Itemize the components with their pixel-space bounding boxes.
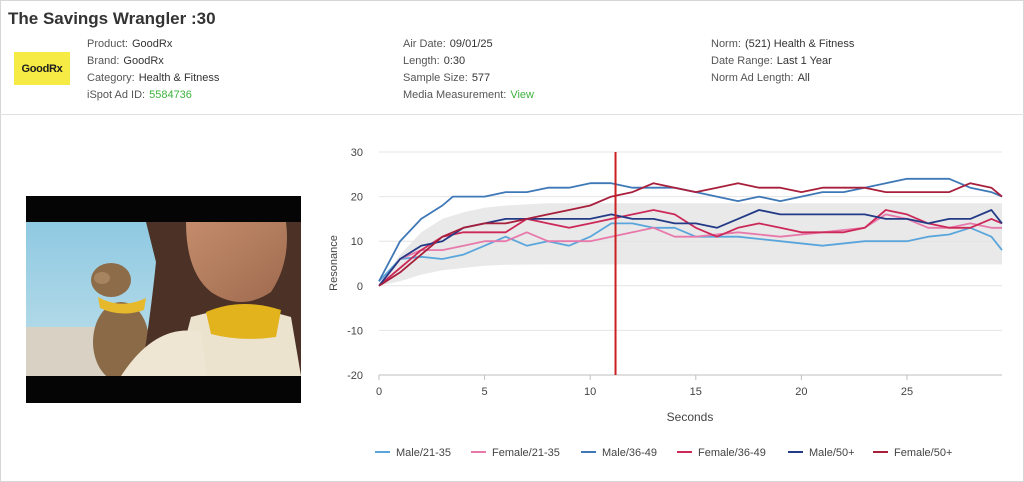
y-axis-ticks: -20 -10 0 10 20 30 xyxy=(347,147,363,382)
page-title: The Savings Wrangler :30 xyxy=(8,9,216,28)
x-axis-ticks: 0 5 10 15 20 25 xyxy=(376,375,913,398)
brand-logo-text: GoodRx xyxy=(21,62,63,75)
x-tick-label: 10 xyxy=(584,386,596,398)
video-frame-illustration xyxy=(26,222,301,376)
media-measurement-view-link[interactable]: View xyxy=(510,89,534,101)
length-row: Length: 0:30 xyxy=(403,55,466,67)
series-line-female-50- xyxy=(378,182,1003,287)
resonance-chart: -20 -10 0 10 20 30 0 5 10 15 20 25 Resonance Secon… xyxy=(328,147,1003,459)
legend-label: Male/36-49 xyxy=(602,447,657,459)
product-row: Product: GoodRx xyxy=(87,38,173,50)
header-divider xyxy=(0,114,1024,115)
legend-item[interactable]: Female/21-35 xyxy=(471,447,560,459)
ispot-ad-id-link[interactable]: 5584736 xyxy=(149,89,192,101)
legend-label: Male/21-35 xyxy=(396,447,451,459)
norm-details: Norm: (521) Health & Fitness Date Range: L… xyxy=(711,36,854,87)
video-frame xyxy=(26,222,301,376)
legend-label: Female/21-35 xyxy=(492,447,560,459)
brand-row: Brand: GoodRx xyxy=(87,55,164,67)
series-layer xyxy=(378,177,1003,287)
series-line-male-21-35 xyxy=(378,222,1003,282)
norm-band xyxy=(379,203,1002,286)
y-tick-label: -10 xyxy=(347,325,363,337)
date-range-value: Last 1 Year xyxy=(776,55,832,67)
x-tick-label: 0 xyxy=(376,386,382,398)
series-line-female-21-35 xyxy=(378,213,1002,287)
y-tick-label: -20 xyxy=(347,370,363,382)
air-date-row: Air Date: 09/01/25 xyxy=(403,38,493,50)
legend-item[interactable]: Male/50+ xyxy=(788,447,855,459)
norm-ad-length-row: Norm Ad Length: All xyxy=(711,72,810,84)
y-tick-label: 30 xyxy=(351,147,363,159)
ad-details: Product: GoodRx Brand: GoodRx Category: Hea… xyxy=(87,36,219,104)
date-range-row: Date Range: Last 1 Year xyxy=(711,55,832,67)
norm-ad-length-value: All xyxy=(797,72,810,84)
legend-label: Female/50+ xyxy=(894,447,952,459)
legend-item[interactable]: Female/50+ xyxy=(873,447,952,459)
norm-band-layer xyxy=(379,203,1002,286)
category-row: Category: Health & Fitness xyxy=(87,72,220,84)
series-line-male-36-49 xyxy=(378,177,1003,282)
y-tick-label: 0 xyxy=(357,281,363,293)
x-axis-label: Seconds xyxy=(667,410,714,424)
y-axis-label: Resonance xyxy=(328,235,340,291)
chart-legend: Male/21-35 Female/21-35 Male/36-49 Female/3… xyxy=(375,447,952,459)
air-date-value: 09/01/25 xyxy=(449,38,493,50)
x-tick-label: 15 xyxy=(690,386,702,398)
sample-size-row: Sample Size: 577 xyxy=(403,72,491,84)
y-tick-label: 20 xyxy=(351,192,363,204)
sample-size-value: 577 xyxy=(471,72,491,84)
media-measurement-row: Media Measurement: View xyxy=(403,89,534,101)
ispot-id-row: iSpot Ad ID: 5584736 xyxy=(87,89,192,101)
norm-row: Norm: (521) Health & Fitness xyxy=(711,38,855,50)
y-tick-label: 10 xyxy=(351,236,363,248)
norm-value: (521) Health & Fitness xyxy=(744,38,855,50)
category-value: Health & Fitness xyxy=(138,72,220,84)
legend-label: Female/36-49 xyxy=(698,447,766,459)
x-tick-label: 20 xyxy=(795,386,807,398)
legend-item[interactable]: Female/36-49 xyxy=(677,447,766,459)
length-value: 0:30 xyxy=(443,55,466,67)
x-tick-label: 5 xyxy=(482,386,488,398)
product-value: GoodRx xyxy=(131,38,173,50)
legend-item[interactable]: Male/36-49 xyxy=(581,447,657,459)
series-line-female-36-49 xyxy=(378,209,1003,287)
brand-logo: GoodRx xyxy=(14,52,70,85)
legend-item[interactable]: Male/21-35 xyxy=(375,447,451,459)
ad-video-player[interactable] xyxy=(26,196,301,403)
airing-details: Air Date: 09/01/25 Length: 0:30 Sample Siz… xyxy=(403,36,534,104)
x-tick-label: 25 xyxy=(901,386,913,398)
legend-label: Male/50+ xyxy=(809,447,855,459)
brand-value: GoodRx xyxy=(123,55,164,67)
